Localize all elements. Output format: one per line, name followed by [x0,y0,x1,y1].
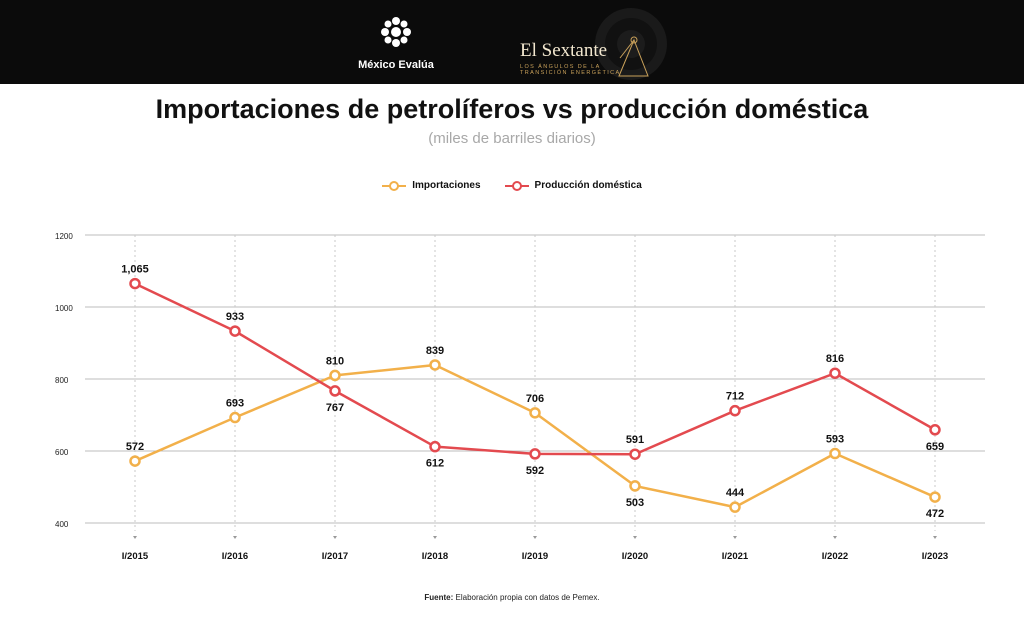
x-tick-marker [133,536,137,539]
y-tick-label: 1200 [55,232,73,241]
x-tick-marker [433,536,437,539]
data-label: 693 [226,398,244,410]
legend-label-importaciones: Importaciones [412,180,481,191]
x-tick-label: I/2022 [822,551,848,562]
data-label: 659 [926,441,944,453]
data-point [929,491,941,503]
data-point [429,440,441,453]
brand-right-name: El Sextante [520,40,608,61]
x-tick-label: I/2021 [722,551,749,562]
y-tick-label: 1000 [55,304,73,313]
data-label: 612 [426,458,444,470]
data-label: 593 [826,434,844,446]
x-tick-marker [733,536,737,539]
legend-item-produccion: Producción doméstica [504,180,642,191]
source-label: Fuente: [424,593,454,602]
mexico-evalua-logo: México Evalúa [356,14,436,71]
data-point [629,480,641,492]
brand-left-name: México Evalúa [358,59,434,71]
data-point [129,277,141,290]
series-line-1 [134,282,936,456]
data-label: 706 [526,393,544,405]
x-tick-marker [533,536,537,539]
data-point [629,448,641,460]
y-tick-label: 400 [55,520,69,529]
chart-subtitle: (miles de barriles diarios) [428,130,596,147]
x-tick-marker [233,536,237,539]
legend-label-produccion: Producción doméstica [534,180,642,191]
source-text: Elaboración propia con datos de Pemex. [453,593,600,602]
legend-item-importaciones: Importaciones [382,180,481,191]
x-tick-label: I/2016 [222,551,248,562]
data-point [129,455,141,467]
data-point [529,448,541,460]
tagline-line-2: TRANSICIÓN ENERGÉTICA [520,70,621,76]
data-point [329,369,341,382]
data-label: 572 [126,441,144,453]
legend-marker-produccion [504,180,529,191]
data-point [529,407,541,419]
el-sextante-logo: El Sextante LOS ÁNGULOS DE LA TRANSICIÓN… [516,6,676,82]
data-point [229,325,241,337]
data-label: 933 [226,311,244,323]
line-chart: 400 600 800 1000 1200 I/2015 I/2016 I/2017 I/201… [55,232,985,562]
x-tick-marker [633,536,637,539]
data-label: 472 [926,508,944,520]
x-tick-label: I/2020 [622,551,648,562]
y-tick-label: 600 [55,448,69,457]
x-tick-label: I/2018 [422,551,448,562]
x-tick-label: I/2023 [922,551,948,562]
source-note: Fuente: Elaboración propia con datos de … [0,593,1024,602]
data-label: 591 [626,434,644,446]
x-tick-label: I/2019 [522,551,548,562]
data-point [829,447,841,460]
tagline-line-1: LOS ÁNGULOS DE LA [520,64,601,70]
data-label: 444 [726,487,745,499]
x-tick-marker [833,536,837,539]
chart-legend: Importaciones Producción doméstica [0,180,1024,191]
data-point [729,501,741,513]
data-label: 816 [826,353,844,365]
chart-title: Importaciones de petrolíferos vs producc… [155,94,869,124]
data-point [329,385,341,397]
sextant-icon [595,8,667,80]
data-label: 810 [326,355,344,367]
x-tick-label: I/2015 [122,551,149,562]
legend-marker-importaciones [382,180,407,191]
data-point [729,404,741,417]
x-tick-marker [333,536,337,539]
data-label: 712 [726,391,744,403]
data-point [829,367,841,379]
data-label: 1,065 [121,264,149,276]
data-label: 767 [326,402,344,414]
brand-right-tagline: LOS ÁNGULOS DE LA TRANSICIÓN ENERGÉTICA [520,64,621,76]
data-point [429,359,441,371]
data-label: 839 [426,345,444,357]
data-point [929,424,941,436]
data-point [229,411,241,424]
x-tick-label: I/2017 [322,551,348,562]
y-tick-label: 800 [55,376,69,385]
data-label: 503 [626,497,644,509]
x-tick-marker [933,536,937,539]
data-label: 592 [526,465,544,477]
header-bar: México Evalúa El Sextante LOS ÁNGULOS DE… [0,0,1024,84]
star-logo-icon [381,17,411,47]
